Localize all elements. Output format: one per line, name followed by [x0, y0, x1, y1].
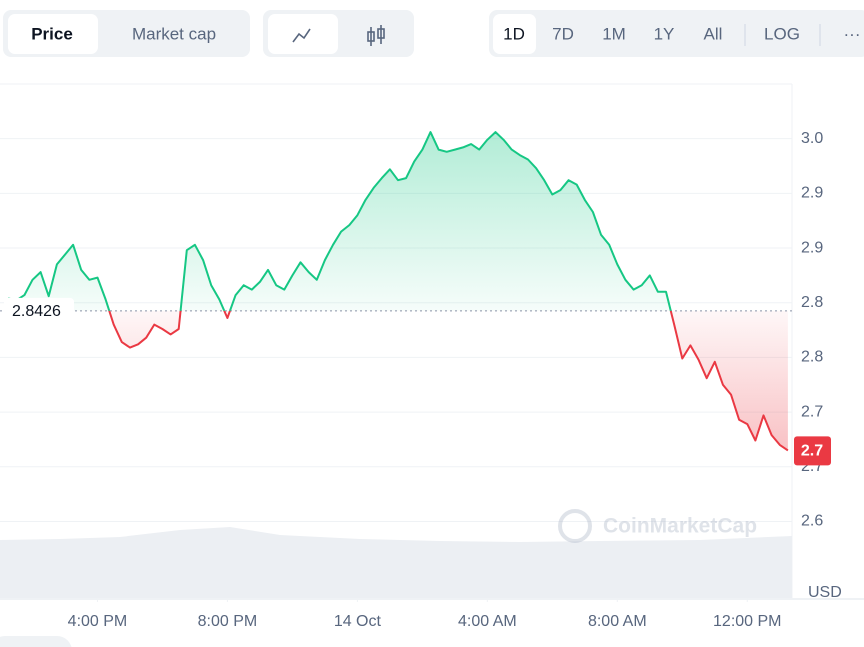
area-down [109, 310, 788, 451]
baseline-label-bg [4, 297, 74, 324]
bottom-pill [0, 636, 72, 647]
toolbar: Price Market cap 1D 7D 1M 1Y All LOG ··· [3, 10, 864, 57]
range-button[interactable]: 1M [602, 24, 626, 43]
more-button[interactable]: ··· [844, 24, 861, 43]
x-tick-label: 14 Oct [334, 613, 382, 630]
watermark-logo [558, 509, 592, 543]
y-tick-label: 2.9 [801, 239, 823, 256]
price-line-down [108, 310, 789, 452]
y-tick-label: 2.8 [801, 349, 823, 366]
y-axis-unit: USD [808, 584, 842, 601]
tab-active-bg [8, 14, 98, 54]
x-axis-line [0, 598, 864, 600]
x-tick-label: 4:00 PM [68, 613, 128, 630]
candle-icon[interactable] [367, 25, 385, 46]
watermark: CoinMarketCap [558, 509, 757, 543]
watermark-text: CoinMarketCap [603, 515, 757, 538]
area-up [8, 132, 788, 311]
x-tick-label: 8:00 PM [198, 613, 258, 630]
x-tick-label: 4:00 AM [458, 613, 517, 630]
price-line-up [7, 131, 672, 311]
range-button[interactable]: 1D [503, 24, 525, 43]
tab-price[interactable]: Price [31, 24, 73, 43]
range-button[interactable]: 7D [552, 24, 574, 43]
range-group [489, 10, 864, 57]
chart-type-line[interactable] [268, 14, 338, 54]
tab-market-cap[interactable]: Market cap [132, 24, 216, 43]
line-icon [292, 28, 311, 43]
x-tick-label: 12:00 PM [713, 613, 781, 630]
current-price-badge [794, 436, 831, 466]
range-button[interactable]: All [704, 24, 723, 43]
y-tick-label: 2.7 [801, 403, 823, 420]
baseline-label: 2.8426 [12, 303, 61, 320]
range-button[interactable]: 1Y [654, 24, 675, 43]
range-active-bg [493, 14, 536, 54]
y-tick-label: 2.8 [801, 294, 823, 311]
log-button[interactable]: LOG [764, 24, 800, 43]
y-tick-label: 2.9 [801, 185, 823, 202]
current-price-label: 2.7 [801, 443, 823, 460]
y-tick-label: 3.0 [801, 130, 823, 147]
volume-area [0, 527, 792, 600]
plot: 3.0 2.9 2.9 2.8 2.8 2.7 2.7 2.6 4:00 PM 8:00 PM 14… [0, 130, 823, 630]
x-tick-label: 8:00 AM [588, 613, 647, 630]
y-tick-label: 2.6 [801, 513, 823, 530]
